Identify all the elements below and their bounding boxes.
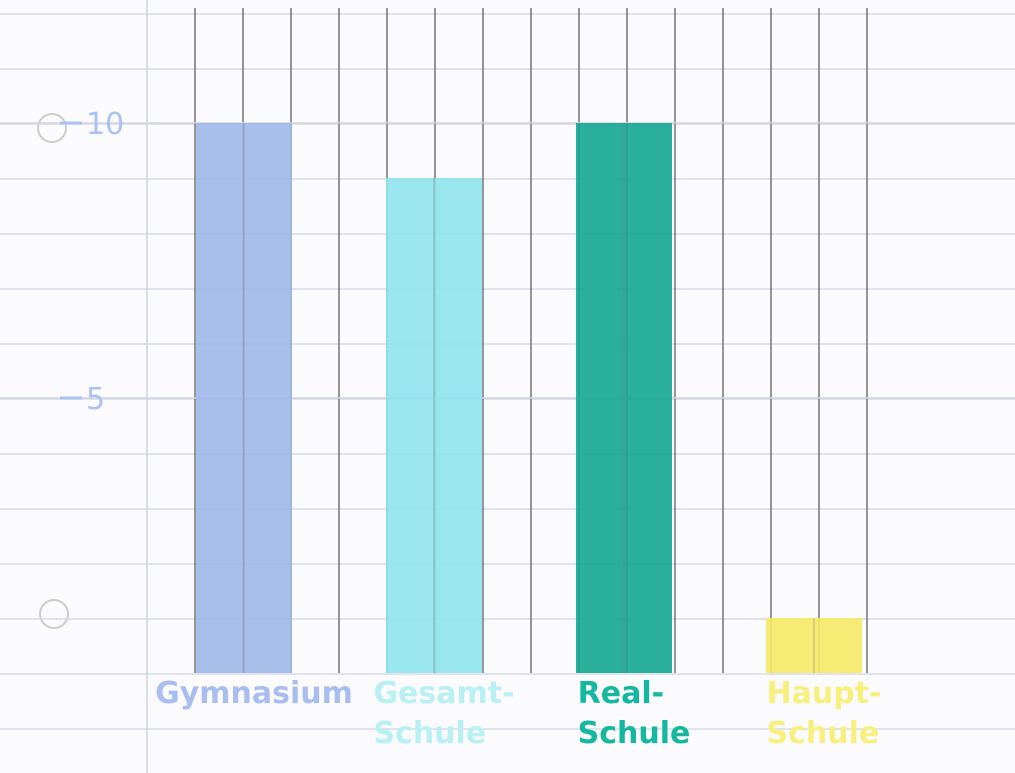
x-tick-label: Gesamt- Schule [373, 676, 515, 751]
punch-hole [37, 113, 67, 143]
x-tick-label: Haupt- Schule [766, 676, 882, 751]
y-tick-label: 5 [86, 382, 105, 417]
x-tick-label: Gymnasium [155, 676, 353, 711]
x-tick-label: Real- Schule [577, 676, 691, 751]
punch-hole [39, 599, 69, 629]
y-tick-label: 10 [86, 107, 124, 142]
